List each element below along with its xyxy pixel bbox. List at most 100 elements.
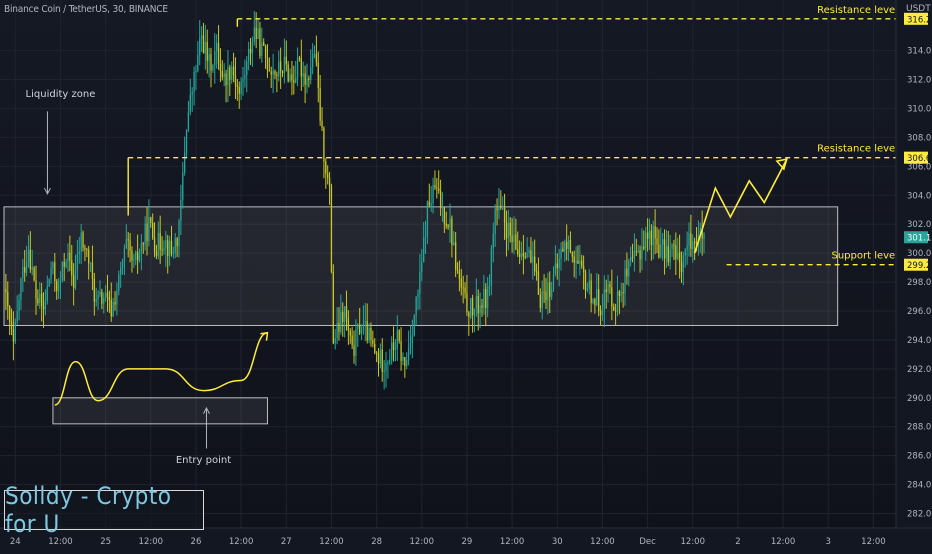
candle-body bbox=[195, 70, 197, 73]
candle-body bbox=[187, 111, 190, 131]
candle bbox=[355, 319, 357, 366]
candle-body bbox=[106, 292, 109, 297]
candle bbox=[123, 244, 126, 275]
candle bbox=[445, 211, 447, 229]
candle bbox=[592, 298, 594, 305]
price-tick: 286.0 bbox=[907, 452, 931, 462]
candle-body bbox=[110, 300, 112, 317]
candle-body bbox=[129, 240, 131, 251]
candle-body bbox=[35, 280, 37, 299]
candle bbox=[590, 273, 592, 313]
candle bbox=[22, 258, 24, 292]
candle bbox=[270, 66, 272, 89]
candle bbox=[379, 343, 382, 369]
candle-body bbox=[667, 246, 669, 263]
candle bbox=[400, 327, 402, 371]
candle-body bbox=[509, 222, 511, 236]
candle bbox=[104, 284, 107, 302]
candle-body bbox=[95, 299, 97, 302]
candle-body bbox=[311, 54, 314, 68]
candle bbox=[351, 326, 353, 350]
candle-body bbox=[138, 253, 141, 261]
candle bbox=[76, 239, 79, 280]
price-tick: 306.0 bbox=[907, 162, 931, 172]
candle-body bbox=[142, 243, 144, 245]
candle bbox=[543, 274, 545, 303]
level-label: Resistance level bbox=[817, 144, 898, 155]
candle-body bbox=[558, 258, 560, 269]
candle-body bbox=[641, 246, 643, 260]
candle bbox=[310, 49, 312, 85]
candle bbox=[362, 305, 365, 335]
candle bbox=[108, 290, 111, 313]
candle bbox=[449, 203, 451, 243]
candle-body bbox=[325, 161, 327, 174]
candle-body bbox=[50, 268, 52, 279]
candle-body bbox=[163, 248, 165, 251]
candle-body bbox=[317, 62, 319, 89]
time-tick: 29 bbox=[462, 537, 473, 547]
candle bbox=[485, 283, 487, 325]
level-price-tag-bg bbox=[904, 12, 928, 25]
candle-body bbox=[89, 262, 92, 264]
candle-body bbox=[208, 54, 210, 61]
candle bbox=[193, 66, 195, 106]
candle-body bbox=[33, 267, 35, 281]
candle-body bbox=[285, 56, 287, 65]
candle bbox=[336, 307, 338, 345]
candle-body bbox=[206, 42, 208, 61]
candle-body bbox=[359, 324, 361, 334]
candle bbox=[671, 243, 673, 258]
candle bbox=[607, 274, 609, 303]
candle bbox=[370, 322, 372, 347]
candle bbox=[535, 263, 538, 281]
candle-body bbox=[611, 287, 613, 307]
candle bbox=[306, 63, 308, 94]
candle-body bbox=[10, 321, 13, 330]
time-tick: 28 bbox=[371, 537, 382, 547]
candle bbox=[95, 287, 97, 307]
candle bbox=[688, 222, 690, 257]
candle-body bbox=[56, 280, 58, 292]
candle bbox=[118, 270, 120, 296]
candle-body bbox=[650, 230, 653, 246]
level-price-tag: 316.2 bbox=[907, 15, 931, 25]
candle bbox=[163, 240, 165, 255]
candle bbox=[581, 254, 583, 269]
candle-body bbox=[581, 260, 583, 267]
candles bbox=[5, 11, 705, 390]
candle-body bbox=[69, 252, 71, 261]
candle-body bbox=[599, 311, 602, 316]
candle bbox=[330, 183, 333, 274]
candle bbox=[564, 239, 566, 262]
candle-body bbox=[486, 285, 489, 309]
candle-body bbox=[460, 278, 462, 288]
candle bbox=[88, 245, 90, 280]
candle-body bbox=[229, 67, 231, 80]
candle-body bbox=[366, 321, 368, 341]
candle-body bbox=[584, 271, 587, 291]
candle bbox=[10, 308, 13, 336]
candle bbox=[35, 265, 37, 315]
candle-body bbox=[210, 54, 212, 71]
candle bbox=[14, 318, 16, 345]
candle bbox=[667, 230, 669, 267]
candle-body bbox=[48, 278, 50, 287]
candle bbox=[385, 351, 387, 388]
candle-body bbox=[217, 42, 220, 64]
candle bbox=[635, 238, 637, 257]
candle-body bbox=[167, 240, 169, 257]
candle bbox=[86, 247, 88, 258]
candle bbox=[319, 74, 321, 126]
candle-body bbox=[379, 349, 382, 364]
time-tick: 2 bbox=[735, 537, 740, 547]
candle-body bbox=[246, 61, 248, 76]
candle-body bbox=[114, 301, 116, 305]
candle bbox=[153, 222, 156, 258]
candle bbox=[39, 282, 41, 310]
candle bbox=[567, 235, 570, 262]
candle bbox=[601, 293, 604, 321]
candle-body bbox=[159, 232, 161, 250]
